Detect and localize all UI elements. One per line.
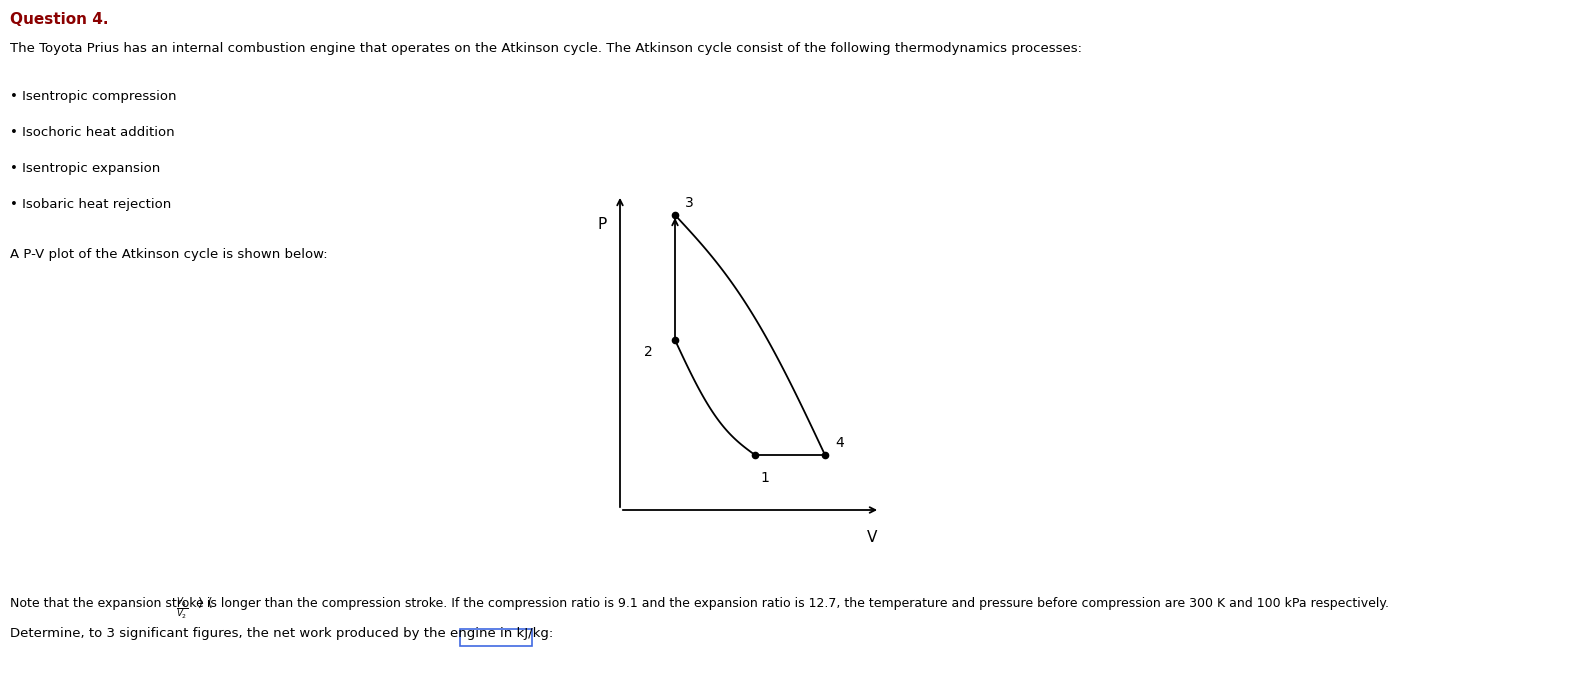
Text: 4: 4 — [835, 436, 843, 450]
Text: The Toyota Prius has an internal combustion engine that operates on the Atkinson: The Toyota Prius has an internal combust… — [10, 42, 1081, 55]
Text: Determine, to 3 significant figures, the net work produced by the engine in kJ/k: Determine, to 3 significant figures, the… — [10, 627, 553, 640]
Text: • Isentropic compression: • Isentropic compression — [10, 90, 176, 103]
Bar — [461, 629, 532, 646]
Text: $\frac{V_4}{V_2}$: $\frac{V_4}{V_2}$ — [176, 596, 187, 621]
Text: 1: 1 — [761, 471, 769, 485]
Text: • Isobaric heat rejection: • Isobaric heat rejection — [10, 198, 172, 211]
Text: Note that the expansion stroke (: Note that the expansion stroke ( — [10, 597, 213, 610]
Text: 3: 3 — [684, 196, 694, 210]
Text: P: P — [597, 217, 607, 232]
Text: 2: 2 — [645, 345, 653, 359]
Text: A P-V plot of the Atkinson cycle is shown below:: A P-V plot of the Atkinson cycle is show… — [10, 248, 327, 261]
Text: V: V — [867, 530, 877, 545]
Text: • Isochoric heat addition: • Isochoric heat addition — [10, 126, 175, 139]
Text: Question 4.: Question 4. — [10, 12, 108, 27]
Text: ) is longer than the compression stroke. If the compression ratio is 9.1 and the: ) is longer than the compression stroke.… — [198, 597, 1390, 610]
Text: • Isentropic expansion: • Isentropic expansion — [10, 162, 160, 175]
